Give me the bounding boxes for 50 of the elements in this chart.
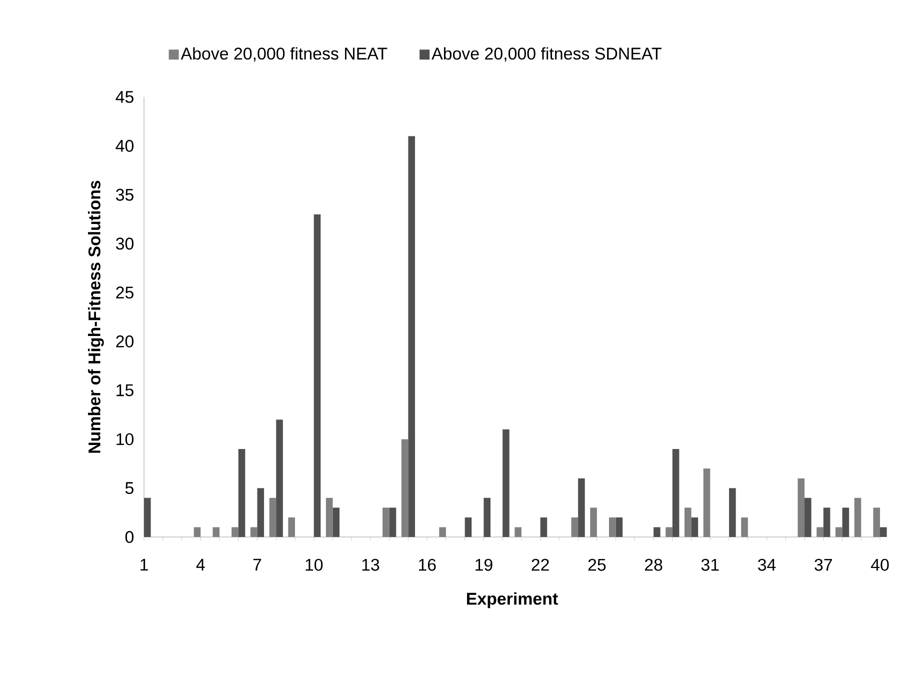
x-tick-label: 16: [418, 558, 436, 571]
bar: [257, 488, 264, 537]
bar: [238, 448, 246, 537]
bar: [464, 517, 472, 537]
x-tick-label: 28: [644, 558, 662, 571]
x-tick-label: 34: [758, 558, 776, 571]
bar: [389, 508, 396, 537]
y-axis-title: Number of High-Fitness Solutions: [88, 180, 104, 453]
x-tick-label: 40: [870, 558, 889, 571]
y-tick-label: 15: [116, 384, 134, 396]
y-tick-label: 35: [116, 188, 134, 201]
bar: [408, 136, 416, 537]
y-tick-label: 0: [125, 530, 134, 543]
bar: [332, 508, 340, 537]
bar: [484, 498, 490, 537]
y-tick-label: 40: [116, 140, 134, 152]
bar: [144, 498, 151, 537]
bar: [616, 517, 623, 537]
bar: [880, 527, 887, 537]
y-tick-label: 20: [116, 335, 134, 348]
bar: [314, 214, 321, 537]
bar: [823, 508, 830, 537]
bar: [672, 448, 680, 537]
bar: [276, 420, 283, 537]
y-tick-label: 10: [116, 433, 134, 446]
x-tick-label: 13: [362, 558, 380, 571]
bar: [502, 429, 510, 537]
bar: [654, 527, 660, 537]
legend-label: Above 20,000 fitness SDNEAT: [432, 47, 662, 62]
y-tick-label: 45: [116, 91, 134, 103]
x-tick-label: 10: [306, 558, 323, 571]
x-tick-label: 31: [701, 558, 719, 571]
bar: [578, 478, 585, 537]
x-tick-label: 19: [476, 558, 492, 571]
bar: [729, 488, 736, 537]
x-tick-label: 25: [588, 558, 606, 571]
bar: [540, 517, 548, 537]
x-axis-title: Experiment: [467, 592, 558, 608]
y-tick-label: 30: [116, 238, 134, 250]
x-tick-label: 4: [196, 558, 205, 570]
x-tick-label: 7: [253, 558, 262, 570]
bar: [842, 508, 850, 537]
x-tick-label: 37: [814, 558, 832, 571]
bar: [691, 517, 698, 537]
x-tick-label: 22: [532, 558, 549, 571]
x-tick-label: 1: [140, 558, 148, 570]
y-tick-label: 25: [116, 286, 134, 299]
legend-label: Above 20,000 fitness NEAT: [180, 47, 388, 62]
y-tick-label: 5: [125, 482, 134, 494]
bar: [804, 498, 812, 537]
